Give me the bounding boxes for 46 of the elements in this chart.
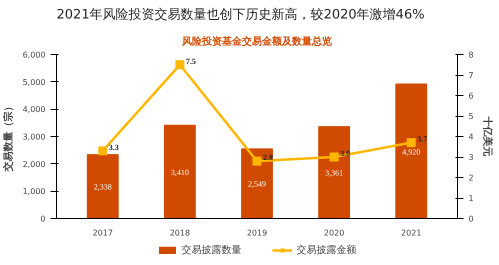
- x-tick-label: 2018: [170, 228, 190, 238]
- legend-label: 交易披露金额: [296, 244, 356, 257]
- y2-tick-label: 6: [468, 92, 474, 100]
- x-tick-label: 2020: [324, 228, 344, 238]
- point: [175, 60, 184, 70]
- bar: [241, 148, 273, 218]
- y2-tick-label: 3: [468, 153, 474, 162]
- point: [330, 152, 339, 162]
- point: [252, 156, 262, 166]
- y2-tick-label: 2: [468, 174, 474, 182]
- y-tick-label: 5,000: [22, 78, 46, 87]
- bar: [164, 124, 196, 218]
- y2-axis-title: 十亿美元: [482, 116, 494, 156]
- data-label: 3.7: [417, 134, 428, 144]
- point: [98, 146, 108, 156]
- y-tick-label: 2,000: [22, 160, 46, 169]
- y2-tick-label: 0: [468, 214, 474, 224]
- point: [406, 138, 416, 148]
- bar: [86, 154, 119, 218]
- data-label: 2,549: [248, 180, 266, 189]
- data-label: 4,920: [402, 147, 420, 156]
- y2-tick-label: 4: [468, 132, 474, 142]
- y-tick-label: 4,000: [22, 105, 46, 114]
- bar: [318, 126, 350, 218]
- data-label: 3,410: [170, 168, 189, 177]
- y-tick-label: 1,000: [22, 187, 46, 196]
- chart-title: 2021年风险投资交易数量也创下历史新高，较2020年激增46%: [56, 6, 425, 22]
- y-axis-title: 交易数量（宗）: [2, 102, 15, 172]
- data-label: 3.3: [108, 142, 119, 152]
- y2-tick-label: 5: [468, 112, 474, 121]
- chart-subtitle: 风险投资基金交易金额及数量总览: [181, 36, 332, 48]
- y-tick-label: 0: [40, 214, 46, 224]
- legend-label: 交易披露数量: [182, 244, 242, 257]
- y-tick-label: 3,000: [22, 132, 46, 142]
- y-tick-label: 6,000: [22, 50, 46, 60]
- x-tick-label: 2021: [401, 228, 422, 238]
- x-tick-label: 2019: [246, 228, 268, 238]
- x-tick-label: 2017: [92, 228, 113, 238]
- data-label: 3.0: [340, 149, 350, 158]
- y2-tick-label: 7: [468, 71, 474, 80]
- data-label: 2,338: [94, 182, 112, 192]
- data-label: 3,361: [325, 168, 344, 178]
- y2-tick-label: 1: [468, 194, 474, 203]
- bar: [395, 84, 428, 218]
- y2-tick-label: 8: [468, 50, 474, 60]
- data-label: 7.5: [186, 56, 196, 66]
